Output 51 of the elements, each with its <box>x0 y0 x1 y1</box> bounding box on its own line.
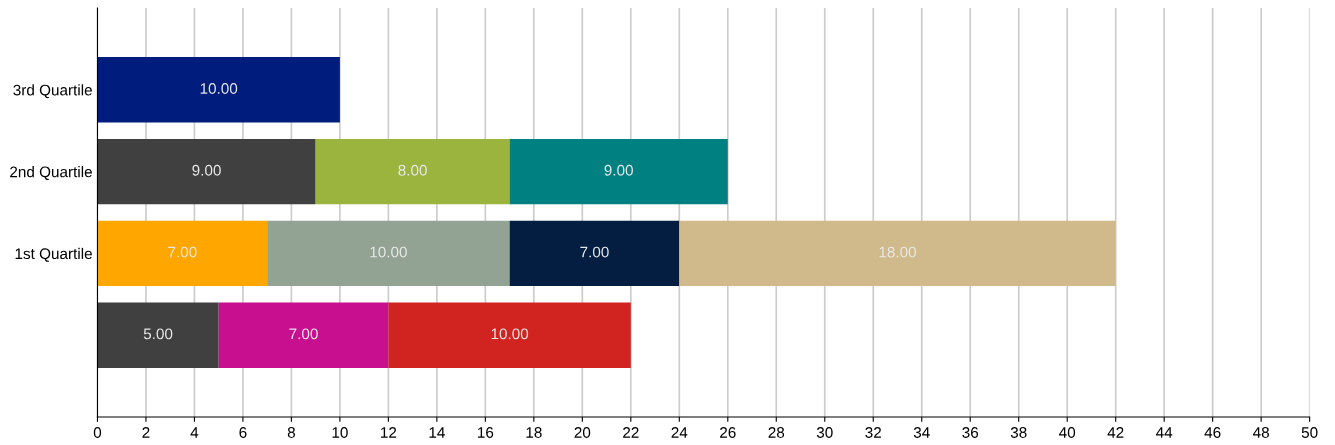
x-tick-label: 34 <box>913 427 930 438</box>
bar <box>97 220 268 287</box>
x-tick-label: 32 <box>865 427 881 438</box>
x-tick-label: 38 <box>1010 427 1027 438</box>
data-label: 18.00 <box>879 246 917 258</box>
x-tick-label: 26 <box>720 427 736 438</box>
bar <box>315 138 510 205</box>
data-label: 10.00 <box>370 246 407 258</box>
bar <box>218 302 389 368</box>
bar <box>509 138 728 205</box>
x-tick-label: 48 <box>1253 427 1269 438</box>
x-tick-label: 12 <box>381 427 397 438</box>
y-tick-label: 2nd Quartile <box>10 166 92 181</box>
data-label: 5.00 <box>143 328 173 340</box>
x-tick-label: 24 <box>671 427 688 438</box>
x-tick-label: 40 <box>1059 427 1076 438</box>
x-tick-label: 30 <box>816 427 833 438</box>
x-tick-label: 42 <box>1107 427 1124 438</box>
bar <box>97 57 340 123</box>
data-label: 9.00 <box>604 164 633 176</box>
x-tick-label: 10 <box>332 427 348 438</box>
x-tick-label: 20 <box>574 427 591 438</box>
data-label: 7.00 <box>168 246 197 258</box>
x-tick-label: 22 <box>623 427 639 438</box>
x-tick-label: 14 <box>429 427 445 438</box>
x-tick-label: 2 <box>142 427 150 438</box>
x-tick-label: 18 <box>526 427 542 438</box>
data-label: 7.00 <box>580 246 609 258</box>
bar <box>679 220 1116 287</box>
bar <box>509 220 680 287</box>
y-tick-label: 3rd Quartile <box>13 84 92 99</box>
x-tick-label: 36 <box>962 427 979 438</box>
bar <box>388 302 631 368</box>
x-tick-label: 46 <box>1204 427 1221 438</box>
bar <box>267 220 510 287</box>
x-tick-label: 8 <box>287 427 295 438</box>
x-tick-label: 0 <box>93 427 102 438</box>
bar <box>97 302 219 368</box>
data-label: 7.00 <box>289 328 318 340</box>
data-label: 10.00 <box>491 328 529 340</box>
data-label: 8.00 <box>398 164 427 176</box>
x-tick-label: 50 <box>1301 427 1318 438</box>
y-tick-label: 1st Quartile <box>15 247 92 262</box>
data-label: 10.00 <box>200 83 238 94</box>
x-tick-label: 4 <box>190 427 199 438</box>
data-label: 9.00 <box>192 164 221 176</box>
bar <box>97 138 316 205</box>
x-tick-label: 16 <box>478 427 494 438</box>
x-tick-label: 6 <box>239 427 247 438</box>
x-tick-label: 28 <box>768 427 785 438</box>
x-tick-label: 44 <box>1156 427 1173 438</box>
